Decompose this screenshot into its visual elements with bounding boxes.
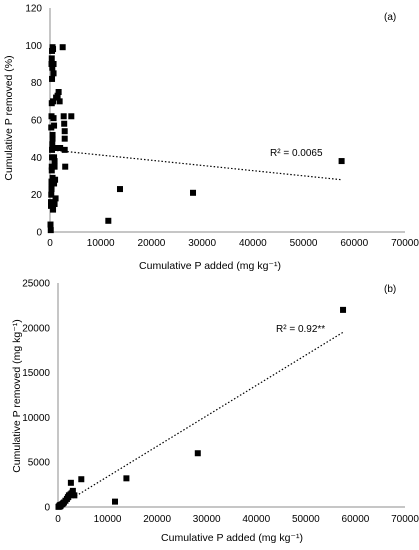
panel-a-x-tick-label: 50000 xyxy=(290,238,318,249)
panel-a-data-point xyxy=(61,128,68,135)
panel-a-y-tick-label: 100 xyxy=(25,41,42,52)
panel-a-x-tick-label: 10000 xyxy=(87,238,115,249)
panel-a-data-point xyxy=(68,113,75,120)
panel-a-data-point xyxy=(56,98,63,105)
panel-b-x-tick-label: 10000 xyxy=(94,514,122,525)
panel-a-data-point xyxy=(50,206,57,213)
panel-a-data-point xyxy=(51,163,58,170)
panel-a-data-point xyxy=(61,146,68,153)
panel-a-x-axis-title: Cumulative P added (mg kg⁻¹) xyxy=(139,260,281,272)
panel-a-data-point xyxy=(61,135,68,142)
panel-a-data-point xyxy=(54,92,61,99)
panel-b-x-tick-label: 20000 xyxy=(143,514,171,525)
panel-b-x-tick-label: 60000 xyxy=(342,514,370,525)
panel-a-data-point xyxy=(60,113,67,120)
panel-a-y-tick-label: 60 xyxy=(31,116,43,127)
panel-a-data-point xyxy=(49,75,56,82)
panel-a-data-point xyxy=(61,120,68,127)
panel-a-data-point xyxy=(105,217,112,224)
panel-b-data-point xyxy=(71,492,78,499)
panel-a-data-point xyxy=(49,174,56,181)
panel-a-y-tick-label: 40 xyxy=(31,153,43,164)
panel-b-r-squared: R² = 0.92** xyxy=(276,324,325,335)
panel-a-x-tick-label: 30000 xyxy=(188,238,216,249)
panel-a-data-point xyxy=(49,135,56,142)
panel-a-data-point xyxy=(50,46,57,53)
panel-b-data-point xyxy=(340,306,347,313)
panel-a-data-point xyxy=(47,227,54,234)
panel-b-data-point xyxy=(69,487,76,494)
chart-panel-b: (b) R² = 0.92** Cumulative P added (mg k… xyxy=(11,279,419,545)
panel-b-x-axis-title: Cumulative P added (mg kg⁻¹) xyxy=(161,532,303,544)
panel-a-data-point xyxy=(62,163,69,170)
panel-b-y-tick-label: 5000 xyxy=(28,458,51,469)
panel-a-data-point xyxy=(49,131,56,138)
panel-a-data-point xyxy=(48,186,55,193)
panel-b-label: (b) xyxy=(384,284,396,295)
panel-b-data-point xyxy=(78,476,85,483)
panel-a-r-squared: R² = 0.0065 xyxy=(270,148,323,159)
chart-panel-a: (a) R² = 0.0065 Cumulative P added (mg k… xyxy=(3,4,419,273)
panel-b-x-tick-label: 50000 xyxy=(292,514,320,525)
panel-a-data-point xyxy=(59,44,66,51)
panel-b-data-point xyxy=(112,498,119,505)
panel-a-data-point xyxy=(48,202,55,209)
panel-a-x-tick-label: 20000 xyxy=(138,238,166,249)
panel-a-data-point xyxy=(48,191,55,198)
panel-b-x-tick-label: 40000 xyxy=(242,514,270,525)
panel-a-data-point xyxy=(57,145,64,151)
panel-a-data-point xyxy=(51,180,58,187)
panel-a-data-point xyxy=(51,158,58,165)
panel-a-data-point xyxy=(50,61,57,67)
panel-b-y-tick-label: 0 xyxy=(44,503,50,514)
panel-a-x-tick-label: 60000 xyxy=(340,238,368,249)
panel-a-data-point xyxy=(50,115,57,122)
panel-a-data-point xyxy=(50,70,57,77)
panel-a-x-tick-label: 40000 xyxy=(239,238,267,249)
panel-a-data-point xyxy=(116,186,123,193)
panel-b-data-point xyxy=(123,475,130,482)
panel-b-x-tick-label: 70000 xyxy=(391,514,419,525)
panel-a-data-point xyxy=(48,167,55,174)
panel-a-data-point xyxy=(47,221,54,228)
panel-b-y-tick-label: 10000 xyxy=(22,413,50,424)
panel-b-y-tick-label: 20000 xyxy=(22,323,50,334)
panel-a-data-point xyxy=(190,189,197,196)
panel-a-data-point xyxy=(48,199,55,206)
panel-a-data-point xyxy=(51,145,58,151)
panel-b-data-point xyxy=(67,479,74,486)
panel-a-y-tick-label: 0 xyxy=(36,228,42,239)
panel-b-data-point xyxy=(194,450,201,457)
panel-a-label: (a) xyxy=(384,12,396,23)
panel-b-x-tick-label: 30000 xyxy=(193,514,221,525)
panel-b-x-tick-label: 0 xyxy=(55,514,61,525)
panel-a-x-tick-label: 0 xyxy=(47,238,53,249)
panel-a-y-tick-label: 120 xyxy=(25,4,42,15)
panel-a-data-point xyxy=(50,98,57,105)
panel-a-data-point xyxy=(51,122,58,129)
panel-b-y-axis-title: Cumulative P removed (mg kg⁻¹) xyxy=(11,319,23,473)
panel-a-data-point xyxy=(48,55,55,62)
panel-a-y-tick-label: 80 xyxy=(31,78,43,89)
panel-a-data-point xyxy=(338,158,345,165)
panel-a-y-axis-title: Cumulative P removed (%) xyxy=(3,55,15,180)
panel-a-data-point xyxy=(51,201,58,207)
panel-a-x-tick-label: 70000 xyxy=(391,238,419,249)
panel-a-data-point xyxy=(49,141,56,148)
panel-b-y-tick-label: 15000 xyxy=(22,368,50,379)
panel-a-y-tick-label: 20 xyxy=(31,190,43,201)
panel-a-data-point xyxy=(51,154,58,161)
panel-a-data-point xyxy=(49,64,56,71)
panel-a-data-point xyxy=(55,89,62,95)
panel-b-trendline xyxy=(57,331,344,508)
panel-b-y-tick-label: 25000 xyxy=(22,279,50,290)
panel-a-data-point xyxy=(52,195,59,202)
